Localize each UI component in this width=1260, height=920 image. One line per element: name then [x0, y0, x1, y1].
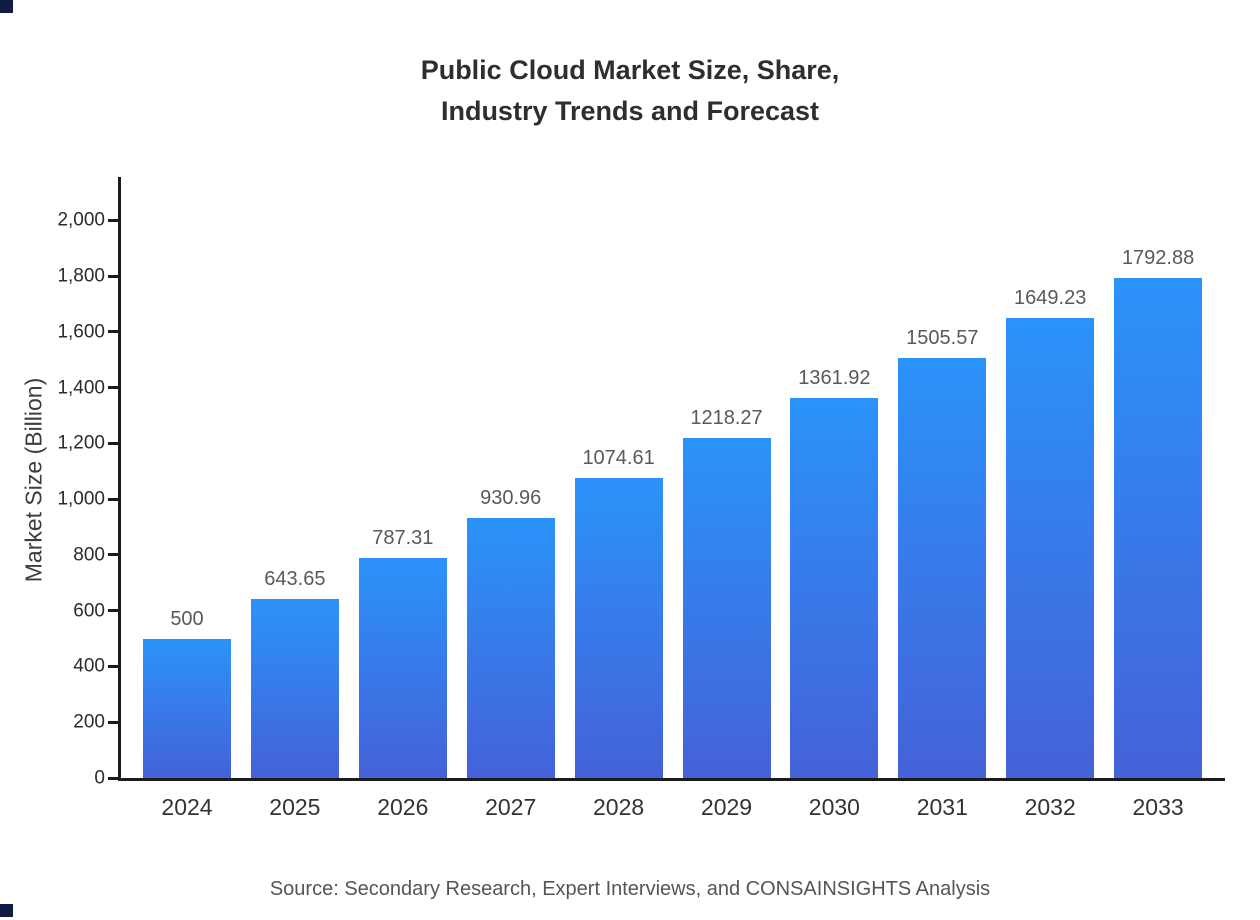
bar-value-label: 1218.27 — [690, 407, 763, 430]
x-tick-label: 2024 — [161, 794, 213, 820]
y-tick-mark — [108, 497, 121, 501]
x-tick-label: 2033 — [1132, 794, 1184, 820]
bar-value-label: 1792.88 — [1121, 247, 1195, 269]
bar-2033: 1792.88 — [1114, 247, 1203, 778]
x-tick-label: 2030 — [808, 794, 860, 820]
x-tick-label: 2027 — [485, 794, 537, 820]
x-tick-label: 2025 — [269, 794, 321, 820]
bar-2030: 1361.92 — [790, 367, 879, 778]
bar-2028: 1074.61 — [574, 447, 663, 778]
bar-2026: 787.31 — [358, 527, 447, 778]
y-tick-label: 1,600 — [57, 321, 105, 343]
chart-title-line-2: Industry Trends and Forecast — [440, 96, 820, 126]
y-tick-mark — [108, 720, 121, 724]
y-tick-label: 600 — [73, 600, 105, 622]
y-tick-mark — [108, 553, 121, 557]
y-tick-label: 200 — [73, 711, 105, 733]
y-tick-label: 1,400 — [57, 377, 105, 399]
x-tick-label: 2026 — [377, 794, 429, 820]
x-tick-label: 2032 — [1024, 794, 1076, 820]
chart-title: Public Cloud Market Size, Share, Industr… — [0, 50, 1260, 132]
y-tick-mark — [108, 441, 121, 445]
bar-value-label: 787.31 — [372, 527, 434, 550]
x-tick-label: 2028 — [593, 794, 645, 820]
y-tick-mark — [108, 776, 121, 780]
bar-value-label: 1649.23 — [1014, 287, 1087, 310]
y-tick-label: 1,000 — [57, 488, 105, 510]
source-attribution: Source: Secondary Research, Expert Inter… — [269, 878, 991, 900]
bar-2025: 643.65 — [250, 568, 339, 778]
bar-value-label: 1505.57 — [906, 327, 979, 350]
y-tick-label: 400 — [73, 655, 105, 677]
y-tick-label: 1,800 — [57, 265, 105, 287]
bar-2029: 1218.27 — [682, 407, 771, 778]
y-tick-label: 1,200 — [57, 432, 105, 454]
y-tick-mark — [108, 274, 121, 278]
corner-decoration-bottom-left — [0, 904, 13, 917]
y-tick-label: 2,000 — [57, 209, 105, 231]
y-tick-label: 0 — [94, 767, 105, 789]
bar-2027: 930.96 — [466, 487, 555, 778]
x-tick-label: 2031 — [916, 794, 968, 820]
x-tick-label: 2029 — [700, 794, 753, 820]
y-tick-mark — [108, 386, 121, 390]
corner-decoration-top-left — [0, 0, 13, 13]
y-tick-mark — [108, 609, 121, 613]
bar-value-label: 500 — [170, 607, 204, 630]
y-tick-mark — [108, 664, 121, 668]
bar-2031: 1505.57 — [898, 327, 987, 778]
bar-2024: 500 — [143, 608, 231, 778]
plot-area: 0 200 400 600 800 1,000 1,200 1,400 1,600 1,800 2,… — [57, 177, 1225, 820]
y-tick-mark — [108, 330, 121, 334]
bar-value-label: 643.65 — [264, 567, 326, 590]
y-tick-mark — [108, 218, 121, 222]
y-tick-label: 800 — [73, 544, 105, 566]
bar-value-label: 1361.92 — [798, 367, 871, 390]
bar-value-label: 1074.61 — [582, 447, 655, 470]
bar-2032: 1649.23 — [1006, 287, 1095, 778]
bar-value-label: 930.96 — [480, 487, 542, 510]
chart-title-line-1: Public Cloud Market Size, Share, — [420, 55, 840, 85]
